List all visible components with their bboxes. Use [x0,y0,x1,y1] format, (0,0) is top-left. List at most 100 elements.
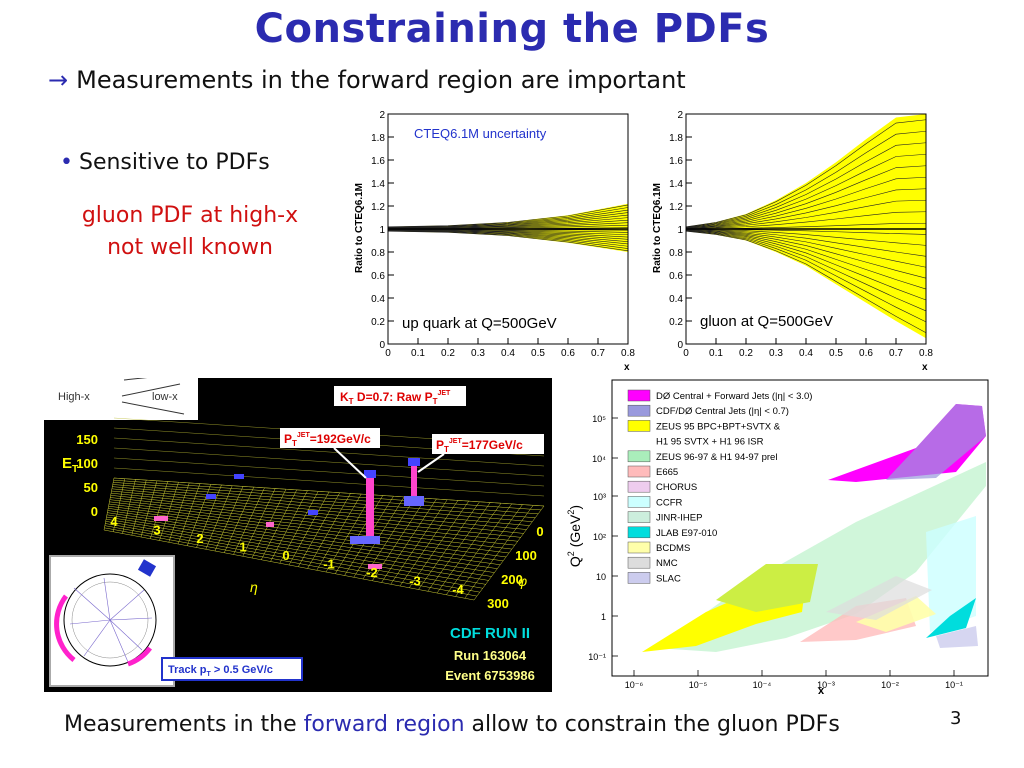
error-set-line [387,222,629,229]
y-tick: 1.8 [371,133,385,144]
legend-label: ZEUS 95 BPC+BPT+SVTX & [656,421,781,432]
error-set-lines [685,119,927,334]
bottom-statement: Measurements in the forward region allow… [64,712,840,737]
error-set-line [685,230,927,323]
region-bcdms [856,596,936,632]
legend-label: CDF/DØ Central Jets (|η| < 0.7) [656,406,789,417]
error-set-line [387,229,629,240]
error-set-line [387,230,629,245]
error-set-line [685,142,927,228]
x-tick: 0.6 [859,348,873,359]
track-pt-box [161,657,303,681]
legend-label: ZEUS 96-97 & H1 94-97 prel [656,452,777,463]
eta-tick: 3 [153,523,160,538]
error-set-line [387,209,629,228]
uncertainty-band [686,114,926,339]
x-axis-label: x [818,685,825,697]
error-set-line [387,230,629,247]
et-tick: 100 [76,456,98,471]
et-axis-label: ET [62,455,78,475]
legend-swatch [627,496,651,508]
error-set-line [685,199,927,229]
legend-label: E665 [656,467,678,478]
gluon-note: gluon PDF at high-x not well known [60,200,320,264]
eta-tick: 1 [239,540,246,555]
x-tick: 0.2 [739,348,753,359]
x-tick-labels: 0 0.1 0.2 0.3 0.4 0.5 0.6 0.7 0.8 [683,338,933,359]
jet2-label: PTJET=177GeV/c [436,438,523,454]
y-tick: 1.2 [371,202,385,213]
jet-towers [154,458,424,569]
et-tick: 0 [91,504,98,519]
legend-label: JINR-IHEP [656,513,702,524]
bullet-icon: • [60,150,73,175]
error-set-line [685,230,927,301]
error-set-line [387,219,629,229]
jet-tower-2 [411,462,417,506]
phi-tick: 200 [501,572,523,587]
jet1-label-box [280,428,380,448]
y-tick: 0.8 [669,248,683,259]
legend-label: H1 95 SVTX + H1 96 ISR [656,437,764,448]
track-pt-label: Track pT > 0.5 GeV/c [168,664,273,678]
legend-swatch [627,480,651,493]
y-tick: 0.2 [669,317,683,328]
error-set-line [685,130,927,228]
x-tick: 0.3 [769,348,783,359]
band-area [686,114,926,339]
error-set-line [387,214,629,229]
x-tick: 0.2 [441,348,455,359]
x-tick: 0.4 [501,348,515,359]
error-set-line [685,230,927,312]
q2-tick: 1 [601,612,606,622]
bottom-text-pre: Measurements in the [64,712,304,737]
jet2-label-box [432,434,544,454]
eta-tick: -2 [366,565,378,580]
note-line-1: gluon PDF at high-x [81,203,299,228]
y-tick: 0.6 [371,271,385,282]
x-axis-label: x [922,362,928,373]
y-tick: 2 [379,110,385,121]
legend-label: JLAB E97-010 [656,528,717,539]
error-set-line [387,217,629,229]
eta-axis-label: η [250,579,258,595]
chart-title: CTEQ6.1M uncertainty [414,126,547,141]
legend-swatch [627,556,651,569]
x-tick: 0.4 [799,348,813,359]
q2-tick: 10⁴ [592,454,606,464]
jet1-label: PTJET=192GeV/c [284,432,371,448]
error-set-line [387,207,629,228]
y-tick: 0.2 [371,317,385,328]
jet-tower-1 [366,474,374,544]
error-set-line [685,229,927,290]
x-tick: 0.8 [621,348,635,359]
inset-low-x: low-x [152,391,178,403]
phi-ticks: 0 100 200 300 [487,524,543,611]
error-set-line [685,229,927,279]
y-tick: 0.4 [669,294,683,305]
y-tick: 1.4 [669,179,683,190]
eta-tick: 0 [282,548,289,563]
x-tick: 10⁻¹ [945,680,963,690]
region-slac [936,626,978,648]
error-set-lines [387,204,629,252]
x-tick: 0.5 [531,348,545,359]
error-set-line [387,229,629,238]
eta-tick: -4 [452,582,464,597]
y-axis-label: Ratio to CTEQ6.1M [652,183,663,273]
detector-view-inset [49,555,175,687]
y-tick-labels: 0 0.2 0.4 0.6 0.8 1 1.2 1.4 1.6 1.8 2 [669,110,692,351]
error-set-line [685,119,927,228]
x-tick: 0.5 [829,348,843,359]
y-tick: 0 [379,340,385,351]
y-tick: 1 [677,225,683,236]
error-set-line [685,229,927,257]
x-tick: 0.8 [919,348,933,359]
phi-tick: 300 [487,596,509,611]
legend-swatch [627,404,651,417]
note-line-2: not well known [107,235,273,260]
header-box [334,386,466,406]
x-tick: 10⁻⁶ [625,680,644,690]
legend-swatch [627,420,651,432]
bullet-text: Sensitive to PDFs [78,150,270,175]
